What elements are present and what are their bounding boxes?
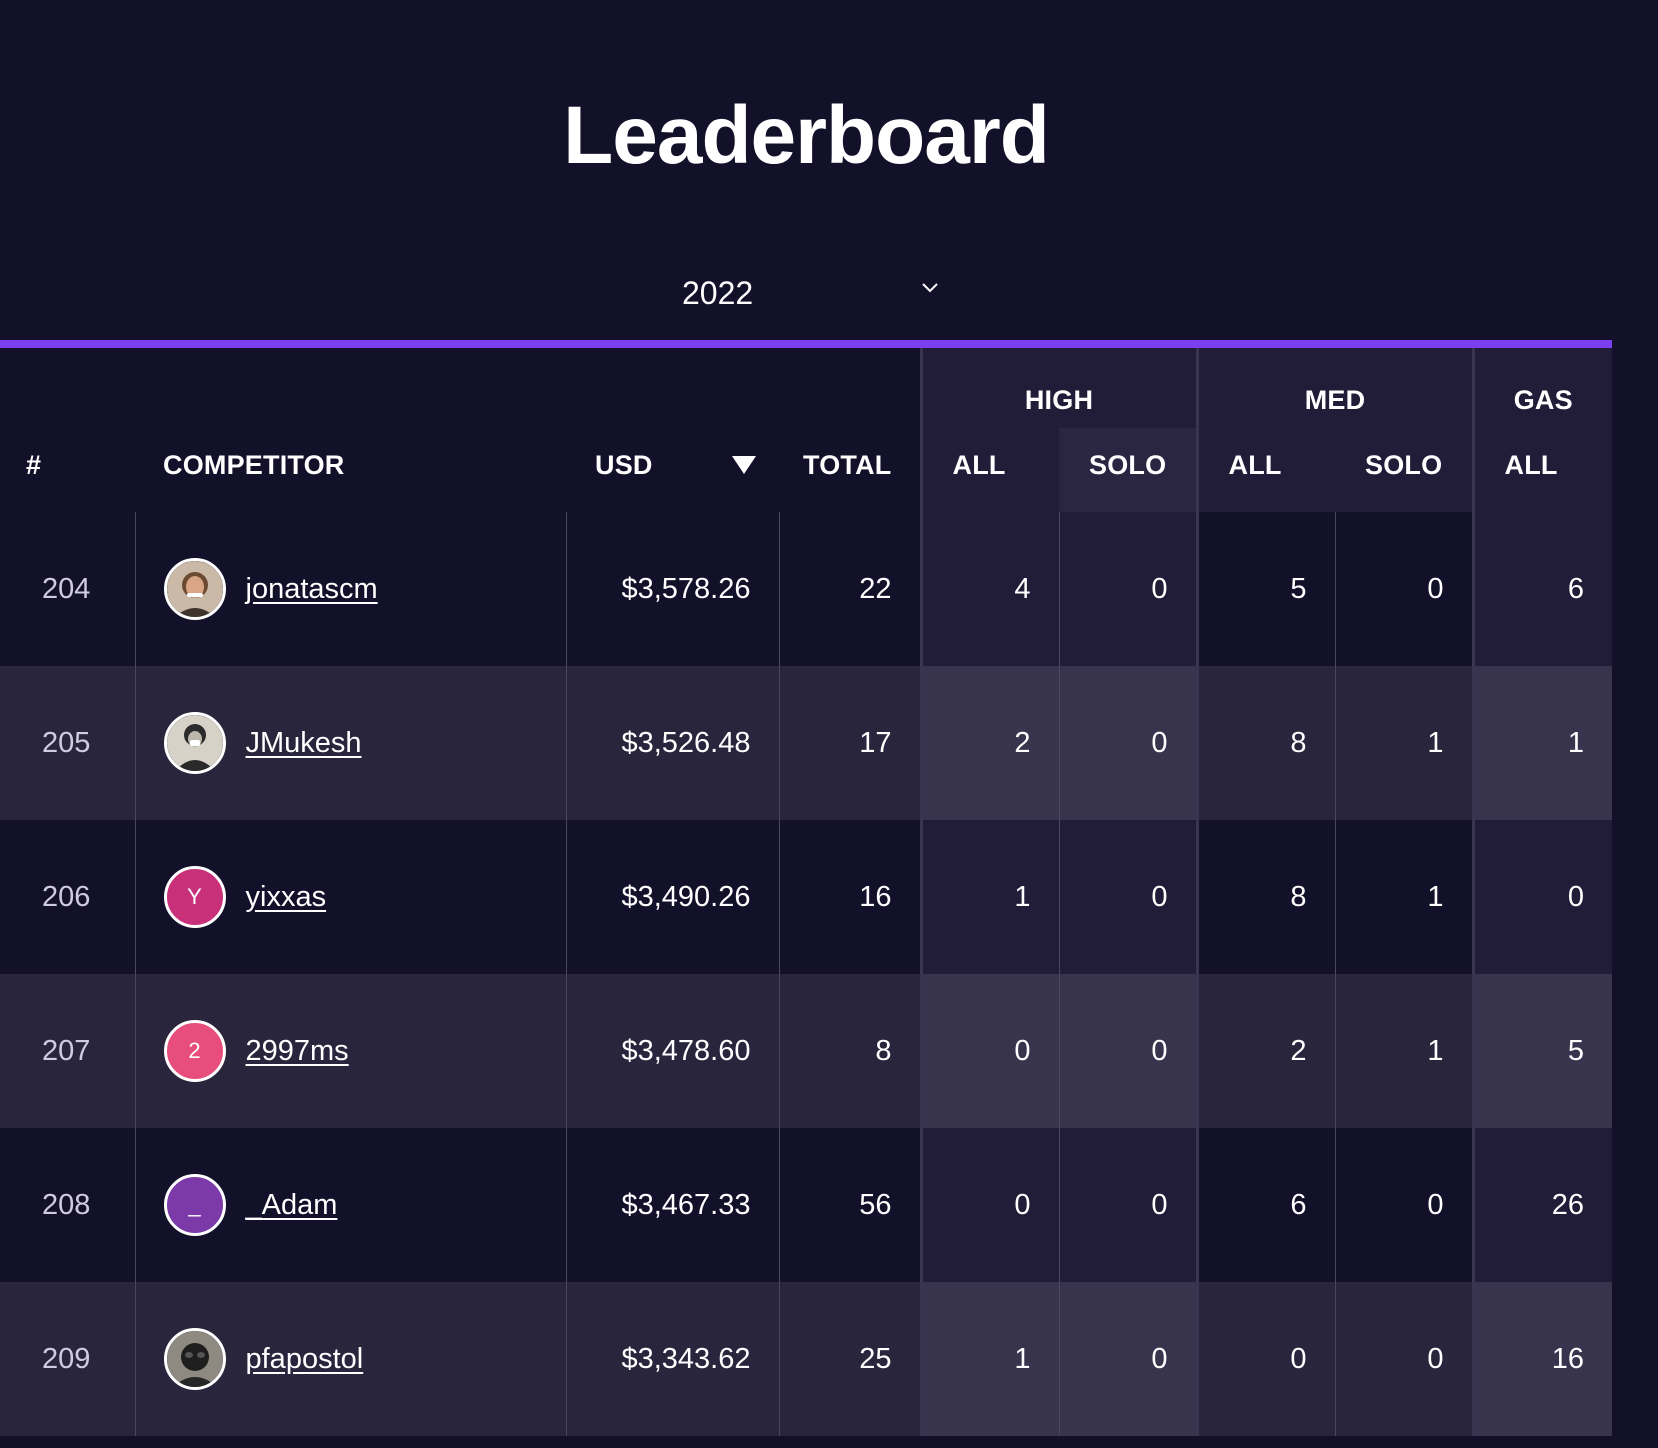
- med-solo-cell: 0: [1334, 512, 1474, 666]
- usd-cell: $3,578.26: [565, 512, 779, 666]
- high-solo-cell: 0: [1058, 666, 1197, 820]
- high-all-cell: 1: [919, 820, 1059, 974]
- column-header-med-solo[interactable]: SOLO: [1335, 428, 1474, 512]
- column-header-gas-all[interactable]: ALL: [1471, 428, 1613, 512]
- avatar: [163, 1328, 226, 1390]
- column-header-usd[interactable]: USD: [566, 428, 779, 512]
- avatar-letter: _: [188, 1192, 201, 1217]
- table-row: 206 Y yixxas $3,490.26 16 1 0 8 1 0: [0, 820, 1613, 974]
- group-spacer: [0, 348, 921, 428]
- sort-desc-icon: [732, 456, 756, 474]
- page-title: Leaderboard: [563, 90, 1050, 181]
- column-header-usd-label: USD: [595, 449, 653, 480]
- total-cell: 22: [778, 512, 921, 666]
- total-cell: 17: [778, 666, 921, 820]
- med-solo-cell: 0: [1334, 1128, 1474, 1282]
- avatar: [163, 558, 226, 620]
- avatar: _: [163, 1174, 226, 1236]
- competitor-cell: _ _Adam: [134, 1128, 566, 1282]
- column-header-high-solo[interactable]: SOLO: [1059, 428, 1197, 512]
- rank-cell: 205: [0, 666, 135, 820]
- high-solo-cell: 0: [1058, 512, 1197, 666]
- total-cell: 16: [778, 820, 921, 974]
- table-row: 209 pfapostol $3,343.62 25 1 0 0 0 16: [0, 1282, 1613, 1436]
- rank-cell: 204: [0, 512, 135, 666]
- gas-all-cell: 16: [1471, 1282, 1613, 1436]
- competitor-cell: jonatascm: [134, 512, 566, 666]
- usd-cell: $3,490.26: [565, 820, 779, 974]
- usd-cell: $3,467.33: [565, 1128, 779, 1282]
- column-header-total[interactable]: TOTAL: [803, 449, 892, 480]
- med-all-cell: 8: [1195, 820, 1335, 974]
- usd-cell: $3,478.60: [565, 974, 779, 1128]
- accent-bar: [0, 340, 1612, 348]
- rank-cell: 208: [0, 1128, 135, 1282]
- high-all-cell: 0: [919, 974, 1059, 1128]
- competitor-link[interactable]: 2997ms: [245, 1034, 349, 1067]
- med-solo-cell: 1: [1334, 666, 1474, 820]
- year-select-value: 2022: [682, 275, 754, 311]
- rank-cell: 207: [0, 974, 135, 1128]
- high-all-cell: 2: [919, 666, 1059, 820]
- high-solo-cell: 0: [1058, 1282, 1197, 1436]
- table-row: 205 JMukesh $3,526.48 17 2 0 8 1 1: [0, 666, 1613, 820]
- rank-cell: 206: [0, 820, 135, 974]
- competitor-link[interactable]: JMukesh: [245, 726, 362, 759]
- competitor-cell: pfapostol: [134, 1282, 566, 1436]
- competitor-link[interactable]: jonatascm: [245, 572, 378, 605]
- high-solo-cell: 0: [1058, 820, 1197, 974]
- group-header-high: HIGH: [919, 348, 1197, 428]
- table-row: 204 jonatascm $3,578.26 22 4 0 5 0 6: [0, 512, 1613, 666]
- total-cell: 56: [778, 1128, 921, 1282]
- gas-all-cell: 6: [1471, 512, 1613, 666]
- gas-all-cell: 5: [1471, 974, 1613, 1128]
- rank-cell: 209: [0, 1282, 135, 1436]
- chevron-down-icon: [922, 283, 938, 293]
- med-all-cell: 6: [1195, 1128, 1335, 1282]
- gas-all-cell: 0: [1471, 820, 1613, 974]
- med-solo-cell: 1: [1334, 820, 1474, 974]
- group-header-gas: GAS: [1471, 348, 1613, 428]
- column-header-high-all[interactable]: ALL: [919, 428, 1059, 512]
- group-header-med: MED: [1195, 348, 1474, 428]
- total-cell: 25: [778, 1282, 921, 1436]
- high-all-cell: 4: [919, 512, 1059, 666]
- high-all-cell: 0: [919, 1128, 1059, 1282]
- competitor-link[interactable]: yixxas: [245, 880, 327, 913]
- competitor-link[interactable]: _Adam: [245, 1188, 338, 1221]
- column-header-competitor[interactable]: COMPETITOR: [163, 449, 345, 480]
- avatar: Y: [163, 866, 226, 928]
- avatar: 2: [163, 1020, 226, 1082]
- leaderboard-table: HIGH MED GAS # COMPETITOR USD TOTAL ALL …: [0, 348, 1613, 1436]
- gas-all-cell: 26: [1471, 1128, 1613, 1282]
- competitor-cell: Y yixxas: [134, 820, 566, 974]
- gas-all-cell: 1: [1471, 666, 1613, 820]
- competitor-cell: JMukesh: [134, 666, 566, 820]
- usd-cell: $3,343.62: [565, 1282, 779, 1436]
- year-select[interactable]: 2022: [670, 265, 950, 319]
- total-cell: 8: [778, 974, 921, 1128]
- usd-cell: $3,526.48: [565, 666, 779, 820]
- high-solo-cell: 0: [1058, 1128, 1197, 1282]
- med-all-cell: 0: [1195, 1282, 1335, 1436]
- column-header-med-all[interactable]: ALL: [1195, 428, 1335, 512]
- column-header-rank[interactable]: #: [26, 449, 42, 480]
- med-all-cell: 8: [1195, 666, 1335, 820]
- med-all-cell: 2: [1195, 974, 1335, 1128]
- high-solo-cell: 0: [1058, 974, 1197, 1128]
- avatar-letter: Y: [187, 884, 202, 909]
- med-solo-cell: 1: [1334, 974, 1474, 1128]
- high-all-cell: 1: [919, 1282, 1059, 1436]
- avatar: [163, 712, 226, 774]
- table-row: 208 _ _Adam $3,467.33 56 0 0 6 0 26: [0, 1128, 1613, 1282]
- competitor-cell: 2 2997ms: [134, 974, 566, 1128]
- med-solo-cell: 0: [1334, 1282, 1474, 1436]
- med-all-cell: 5: [1195, 512, 1335, 666]
- table-row: 207 2 2997ms $3,478.60 8 0 0 2 1 5: [0, 974, 1613, 1128]
- competitor-link[interactable]: pfapostol: [245, 1342, 364, 1375]
- avatar-letter: 2: [188, 1038, 201, 1063]
